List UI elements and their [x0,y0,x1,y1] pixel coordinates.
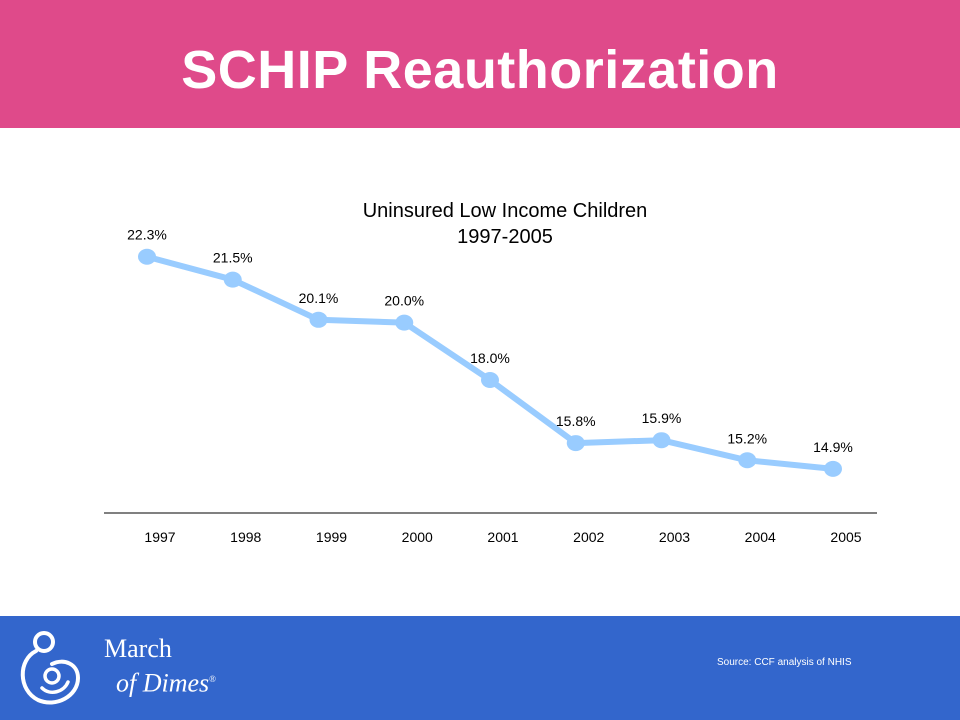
data-label-2000: 20.0% [384,293,424,309]
x-tick-label-2003: 2003 [659,529,690,545]
x-tick-label-1998: 1998 [230,529,261,545]
x-tick-label-2000: 2000 [402,529,433,545]
data-point-1999 [309,311,328,328]
chart-subtitle: 1997-2005 [457,226,553,248]
data-labels: 22.3% 21.5% 20.1% 20.0% 18.0% 15.8% 15.9% 15.2%… [127,227,853,455]
header-bar: SCHIP Reauthorization [0,0,960,128]
logo-line2: of Dimes [116,668,210,698]
x-tick-label-2004: 2004 [745,529,776,545]
data-label-1997: 22.3% [127,227,167,243]
data-point-2002 [566,435,585,452]
data-label-2004: 15.2% [727,430,767,446]
data-points [138,248,842,477]
data-point-2000 [395,314,414,331]
source-note: Source: CCF analysis of NHIS [717,657,852,668]
march-of-dimes-logo: March of Dimes® [12,624,222,710]
slide-title: SCHIP Reauthorization [181,40,779,100]
x-tick-label-1997: 1997 [144,529,175,545]
data-point-1998 [223,271,242,288]
x-tick-label-2001: 2001 [487,529,518,545]
x-tick-label-1999: 1999 [316,529,347,545]
chart-title: Uninsured Low Income Children [363,200,648,222]
footer-bar: March of Dimes® Source: CCF analysis of … [0,616,960,720]
x-tick-label-2005: 2005 [830,529,861,545]
data-point-2001 [481,372,499,388]
logo-registered-mark: ® [209,674,217,684]
data-label-2001: 18.0% [470,350,510,366]
data-point-2003 [652,432,671,449]
data-label-2002: 15.8% [556,413,596,429]
x-tick-labels: 1997 1998 1999 2000 2001 2002 2003 2004 2005 [144,529,861,545]
data-point-2004 [738,452,757,469]
data-point-2005 [824,460,842,477]
data-point-1997 [138,248,156,265]
line-chart: Uninsured Low Income Children 1997-2005 … [104,200,877,545]
logo-wordmark: March of Dimes® [104,634,216,699]
chart-area: Uninsured Low Income Children 1997-2005 … [0,128,960,616]
x-tick-label-2002: 2002 [573,529,604,545]
data-label-2003: 15.9% [642,410,682,426]
mother-child-icon [20,631,81,705]
data-label-1998: 21.5% [213,250,253,266]
logo-line1: March [104,634,172,663]
data-label-1999: 20.1% [299,290,339,306]
data-label-2005: 14.9% [813,439,853,455]
